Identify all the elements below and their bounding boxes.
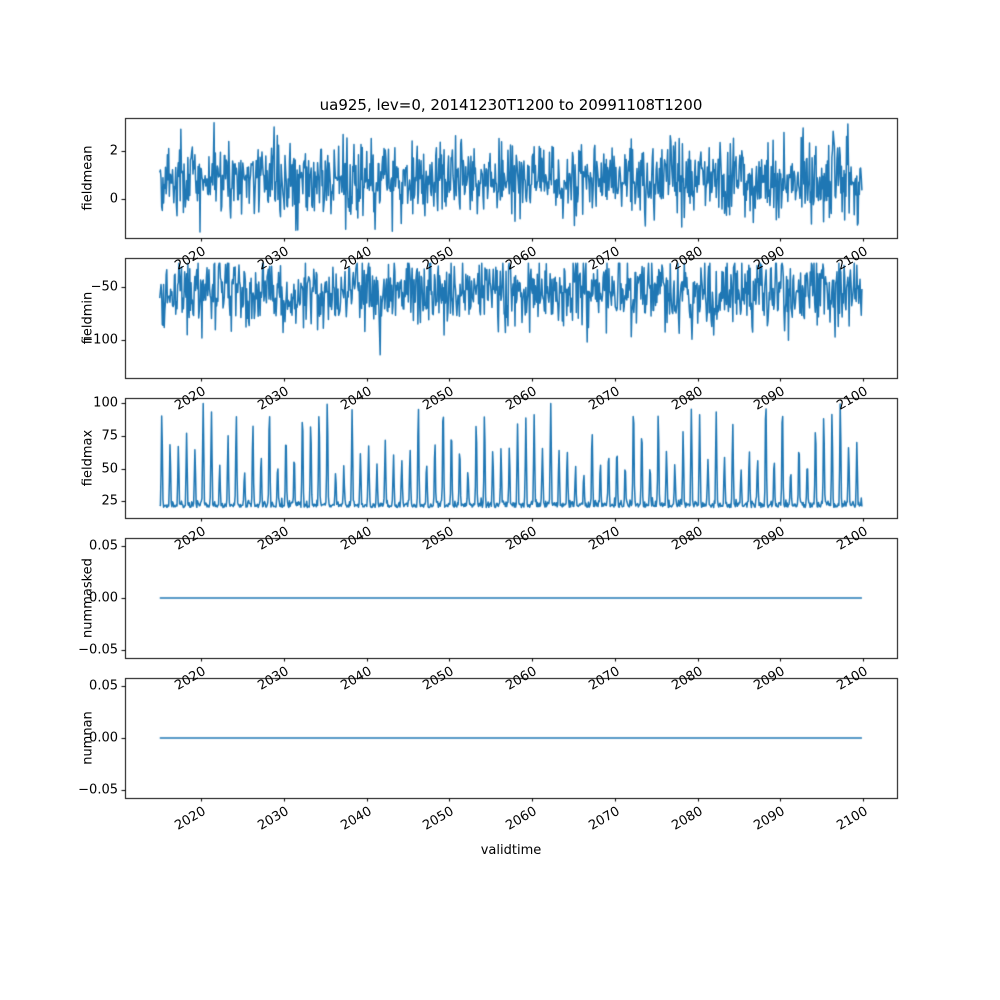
y-tick-label: −100 [82,332,118,348]
y-tick-label: 100 [93,395,118,411]
y-tick-label: 0.00 [89,590,118,606]
y-tick-label: 0.05 [89,678,118,694]
y-tick-label: 0.05 [89,538,118,554]
y-tick-label: 0.00 [89,730,118,746]
y-tick-label: 0 [109,191,118,207]
y-tick-label: −0.05 [78,782,118,798]
y-tick-label: 50 [101,461,118,477]
y-tick-label: 25 [101,493,118,509]
y-axis-label-fieldmean: fieldmean [80,145,96,211]
y-tick-label: 2 [109,143,118,159]
x-axis-label: validtime [480,843,542,858]
y-tick-label: 75 [101,428,118,444]
chart-title: ua925, lev=0, 20141230T1200 to 20991108T… [319,96,703,114]
y-tick-label: −0.05 [78,642,118,658]
y-axis-label-fieldmax: fieldmax [80,429,96,487]
y-tick-label: −50 [90,279,118,295]
